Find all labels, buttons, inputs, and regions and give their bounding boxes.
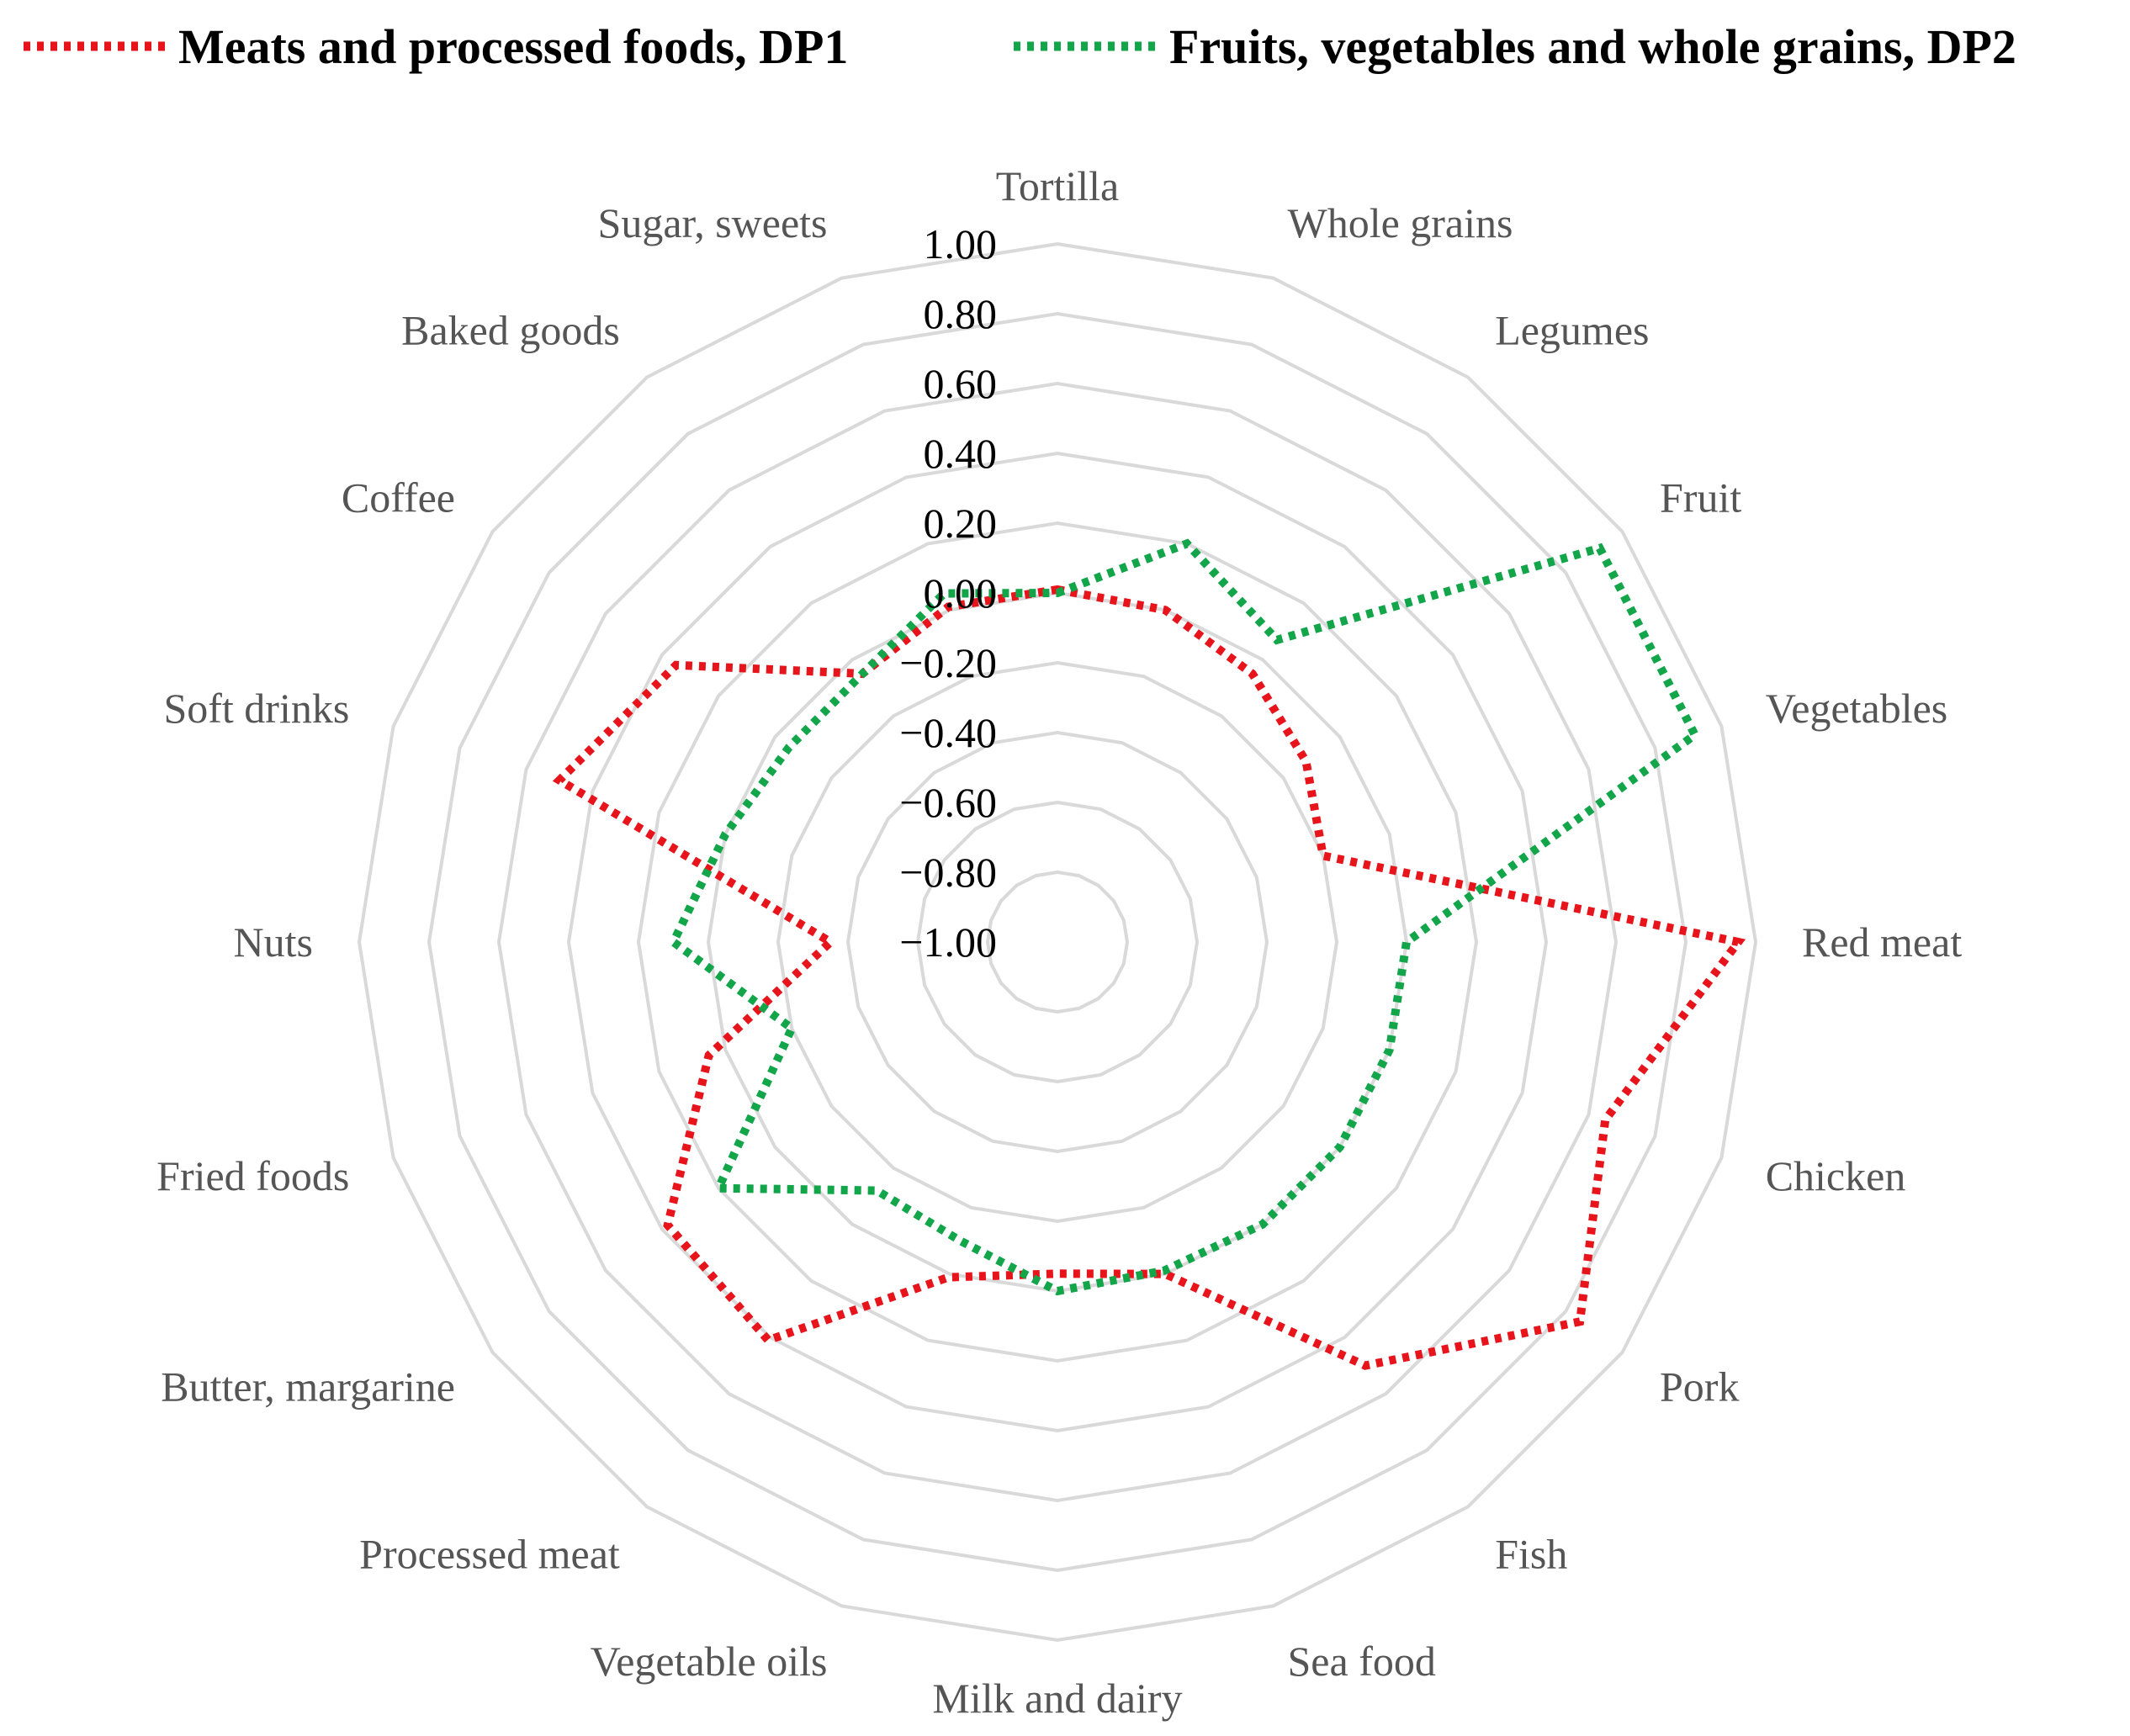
category-label: Chicken [1766,1152,1906,1199]
category-label: Legumes [1495,307,1649,354]
category-label: Fried foods [156,1152,349,1199]
category-label: Fruit [1660,474,1741,521]
tick-label: 0.40 [924,430,998,477]
category-label: Baked goods [401,307,620,354]
category-label: Fish [1495,1530,1567,1577]
radar-grid [357,241,1758,1643]
grid-ring [915,800,1200,1084]
tick-label: −0.60 [899,779,997,826]
tick-label: −0.40 [899,709,997,756]
tick-label: 0.20 [924,500,998,547]
radar-series [552,538,1746,1370]
category-label: Milk and dairy [932,1675,1182,1722]
category-label: Processed meat [359,1530,620,1577]
category-label: Pork [1660,1363,1739,1410]
grid-ring [496,381,1619,1503]
legend: Meats and processed foods, DP1 Fruits, v… [24,19,2016,74]
series-line-dp2 [668,538,1701,1296]
grid-ring [985,870,1130,1014]
category-label: Nuts [234,918,313,966]
grid-ring [566,451,1549,1433]
grid-ring [427,311,1688,1573]
category-label: Vegetable oils [591,1638,828,1685]
category-label: Whole grains [1288,199,1513,246]
tick-label: 0.60 [924,360,998,407]
grid-ring [776,660,1339,1224]
tick-label: −0.20 [899,639,997,686]
tick-label: 0.80 [924,290,998,337]
tick-label: 1.00 [924,220,998,267]
category-label: Red meat [1802,918,1962,966]
legend-label-dp1: Meats and processed foods, DP1 [178,19,848,74]
tick-label: −1.00 [899,918,997,966]
radial-tick-labels: 1.00 0.80 0.60 0.40 0.20 0.00 −0.20 −0.40 −0.60 −… [899,220,997,966]
category-label: Soft drinks [163,685,349,732]
grid-ring [636,521,1479,1363]
category-label: Tortilla [996,162,1119,209]
category-label: Coffee [342,474,455,521]
tick-label: 0.00 [924,569,998,617]
grid-ring [357,241,1758,1643]
category-label: Vegetables [1766,685,1948,732]
legend-label-dp2: Fruits, vegetables and whole grains, DP2 [1169,19,2016,74]
grid-ring [845,730,1269,1154]
category-label: Sugar, sweets [598,199,828,246]
series-line-dp1 [552,585,1746,1370]
category-label: Sea food [1288,1638,1436,1685]
category-label: Butter, margarine [161,1363,455,1410]
tick-label: −0.80 [899,849,997,896]
category-labels: Tortilla Whole grains Legumes Fruit Vegetabl… [156,162,1962,1722]
